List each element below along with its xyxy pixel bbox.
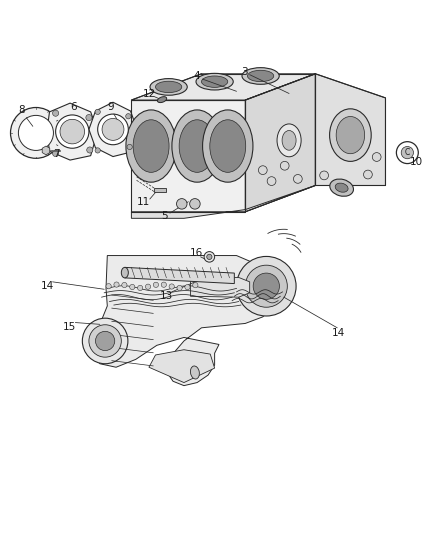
Circle shape	[87, 147, 93, 153]
Circle shape	[177, 285, 182, 290]
Polygon shape	[42, 146, 50, 155]
Polygon shape	[92, 255, 280, 386]
Ellipse shape	[336, 117, 364, 154]
Circle shape	[127, 144, 132, 150]
Ellipse shape	[126, 110, 176, 182]
Ellipse shape	[330, 109, 371, 161]
Polygon shape	[125, 268, 234, 284]
Text: 14: 14	[41, 281, 54, 291]
Ellipse shape	[196, 74, 233, 90]
Circle shape	[267, 177, 276, 185]
Ellipse shape	[157, 96, 167, 102]
Text: 3: 3	[241, 67, 248, 77]
Text: 13: 13	[160, 291, 173, 301]
Circle shape	[320, 171, 328, 180]
Polygon shape	[131, 74, 315, 100]
Ellipse shape	[210, 120, 246, 172]
Text: 9: 9	[107, 102, 114, 112]
Ellipse shape	[335, 183, 348, 192]
Text: 16: 16	[190, 248, 203, 259]
Circle shape	[153, 282, 159, 287]
Circle shape	[185, 285, 190, 290]
Ellipse shape	[277, 124, 301, 157]
Circle shape	[193, 282, 198, 288]
Circle shape	[207, 254, 212, 260]
Polygon shape	[131, 100, 245, 212]
Ellipse shape	[202, 110, 253, 182]
Ellipse shape	[133, 120, 169, 172]
Polygon shape	[245, 74, 315, 212]
Circle shape	[130, 285, 135, 289]
Polygon shape	[89, 102, 137, 157]
Circle shape	[126, 114, 131, 119]
Circle shape	[60, 119, 85, 144]
Ellipse shape	[330, 179, 353, 196]
Circle shape	[190, 199, 200, 209]
Circle shape	[145, 284, 151, 289]
Polygon shape	[154, 188, 166, 192]
Circle shape	[89, 325, 121, 357]
Polygon shape	[315, 74, 385, 185]
Ellipse shape	[191, 366, 199, 379]
Text: 10: 10	[410, 157, 423, 167]
Circle shape	[138, 285, 143, 290]
Circle shape	[102, 118, 124, 140]
Text: 15: 15	[63, 322, 76, 332]
Circle shape	[245, 265, 287, 307]
Circle shape	[11, 108, 61, 158]
Circle shape	[53, 150, 59, 157]
Circle shape	[401, 147, 413, 159]
Text: 11: 11	[137, 197, 150, 207]
Circle shape	[95, 148, 100, 153]
Ellipse shape	[150, 78, 187, 95]
Ellipse shape	[201, 76, 228, 87]
Polygon shape	[50, 150, 60, 151]
Polygon shape	[191, 278, 250, 297]
Circle shape	[396, 142, 418, 164]
Circle shape	[293, 174, 302, 183]
Ellipse shape	[282, 131, 296, 150]
Ellipse shape	[247, 70, 274, 82]
Circle shape	[106, 284, 111, 289]
Text: 14: 14	[332, 328, 345, 338]
Circle shape	[169, 284, 174, 289]
Polygon shape	[47, 103, 98, 160]
Circle shape	[95, 109, 100, 115]
Circle shape	[372, 152, 381, 161]
Circle shape	[82, 318, 128, 364]
Circle shape	[18, 115, 53, 150]
Polygon shape	[131, 185, 315, 219]
Text: 4: 4	[194, 71, 201, 82]
Text: 8: 8	[18, 105, 25, 115]
Ellipse shape	[121, 268, 128, 278]
Circle shape	[161, 282, 166, 287]
Circle shape	[86, 115, 92, 120]
Circle shape	[237, 256, 296, 316]
Circle shape	[98, 114, 128, 145]
Circle shape	[204, 252, 215, 262]
Text: 12: 12	[143, 90, 156, 99]
Text: 6: 6	[70, 102, 77, 111]
Circle shape	[53, 110, 59, 116]
Circle shape	[364, 170, 372, 179]
Circle shape	[95, 332, 115, 351]
Text: 7: 7	[53, 149, 60, 159]
Circle shape	[56, 115, 89, 148]
Circle shape	[122, 282, 127, 288]
Circle shape	[258, 166, 267, 174]
Ellipse shape	[242, 68, 279, 84]
Ellipse shape	[172, 110, 222, 182]
Text: C: C	[405, 148, 410, 157]
Text: 5: 5	[161, 211, 168, 221]
Circle shape	[253, 273, 279, 300]
Ellipse shape	[155, 81, 182, 93]
Circle shape	[280, 161, 289, 170]
Circle shape	[114, 282, 119, 287]
Circle shape	[177, 199, 187, 209]
Polygon shape	[149, 350, 215, 383]
Ellipse shape	[179, 120, 215, 172]
